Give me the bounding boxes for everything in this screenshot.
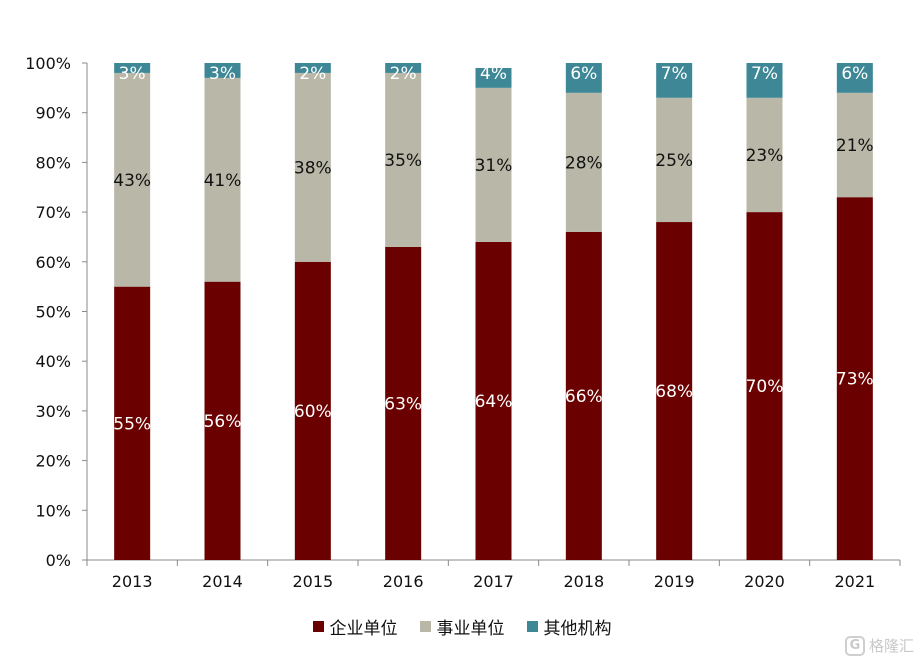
legend-item-institution: 事业单位 (419, 614, 505, 639)
data-label: 3% (119, 64, 146, 84)
watermark: G 格隆汇 (844, 635, 914, 656)
legend-swatch-other (526, 621, 538, 632)
bar-segment (204, 63, 241, 78)
legend-swatch-institution (419, 621, 431, 632)
data-label: 64% (475, 392, 513, 412)
legend-item-enterprise: 企业单位 (312, 614, 398, 639)
data-label: 56% (204, 412, 242, 432)
data-label: 7% (661, 64, 688, 84)
y-tick-label: 100% (25, 54, 71, 73)
data-label: 55% (113, 414, 151, 434)
data-label: 66% (565, 387, 603, 407)
x-tick-label: 2013 (112, 572, 153, 591)
data-label: 4% (480, 64, 507, 84)
bar-segment (565, 92, 602, 232)
data-label: 21% (836, 136, 874, 156)
bar-segment (746, 63, 783, 98)
x-tick-label: 2015 (292, 572, 333, 591)
bar-segment (656, 97, 693, 223)
bar-segment (836, 63, 873, 93)
bar-segment (294, 261, 331, 560)
watermark-text: 格隆汇 (868, 637, 914, 655)
data-label: 70% (746, 377, 784, 397)
y-tick-label: 0% (46, 551, 71, 570)
data-label: 43% (113, 171, 151, 191)
bar-segment (475, 241, 512, 561)
data-label: 31% (475, 156, 513, 176)
x-tick-label: 2018 (563, 572, 604, 591)
bar-segment (746, 97, 783, 213)
y-tick-label: 70% (35, 203, 71, 222)
y-tick-label: 50% (35, 303, 71, 322)
bar-segment (294, 63, 331, 73)
data-label: 7% (751, 64, 778, 84)
x-tick-label: 2017 (473, 572, 514, 591)
legend-label-enterprise: 企业单位 (329, 619, 398, 639)
data-label: 63% (384, 394, 422, 414)
bar-segment (294, 72, 331, 262)
data-label: 6% (570, 64, 597, 84)
data-label: 25% (655, 151, 693, 171)
x-tick-label: 2014 (202, 572, 243, 591)
data-label: 41% (204, 171, 242, 191)
data-label: 28% (565, 153, 603, 173)
data-label: 2% (390, 64, 417, 84)
bar-segment (114, 63, 151, 73)
bar-segment (836, 197, 873, 560)
y-tick-label: 40% (35, 352, 71, 371)
x-tick-label: 2021 (834, 572, 875, 591)
data-label: 6% (841, 64, 868, 84)
x-tick-label: 2019 (654, 572, 695, 591)
data-label: 35% (384, 151, 422, 171)
bar-segment (475, 67, 512, 88)
bar-segment (385, 246, 422, 560)
legend-label-institution: 事业单位 (436, 619, 505, 639)
bar-segment (385, 63, 422, 73)
bar-segment (385, 72, 422, 247)
bar-segment (836, 92, 873, 198)
bar-segment (656, 222, 693, 561)
data-label: 3% (209, 64, 236, 84)
data-label: 2% (299, 64, 326, 84)
data-label: 23% (746, 146, 784, 166)
legend-label-other: 其他机构 (543, 619, 612, 639)
data-label: 38% (294, 158, 332, 178)
stacked-bar-chart: 0%10%20%30%40%50%60%70%80%90%100% 2013 20… (25, 54, 901, 591)
x-tick-label: 2020 (744, 572, 785, 591)
bar-segment (565, 231, 602, 561)
legend-swatch-enterprise (312, 621, 324, 632)
bar-segment (656, 63, 693, 98)
data-label: 73% (836, 370, 874, 390)
bar-segment (114, 72, 151, 287)
bar-segment (746, 212, 783, 560)
y-axis: 0% 10% 20% 30% 40% 50% 60% 70% 80% 90% 100% (25, 54, 88, 570)
bar-segment (204, 77, 241, 282)
bar-segment (114, 286, 151, 560)
bars: 55% 43% 3% 56% 41% 3% 60% 38% 2% 63% 35% 2% 64% 31% 4%… (113, 63, 874, 561)
y-tick-label: 80% (35, 153, 71, 172)
watermark-logo-icon: G (844, 635, 865, 656)
y-tick-label: 30% (35, 402, 71, 421)
bar-segment (475, 87, 512, 242)
bar-segment (565, 63, 602, 93)
data-label: 68% (655, 382, 693, 402)
legend: 企业单位 事业单位 其他机构 (0, 614, 924, 639)
y-tick-label: 60% (35, 253, 71, 272)
bar-segment (204, 281, 241, 560)
y-tick-label: 10% (35, 501, 71, 520)
x-axis: 2013 2014 2015 2016 2017 2018 2019 2020 2021 (86, 559, 901, 591)
data-label: 60% (294, 402, 332, 422)
y-tick-label: 20% (35, 452, 71, 471)
x-tick-label: 2016 (383, 572, 424, 591)
y-tick-label: 90% (35, 104, 71, 123)
legend-item-other: 其他机构 (526, 614, 612, 639)
